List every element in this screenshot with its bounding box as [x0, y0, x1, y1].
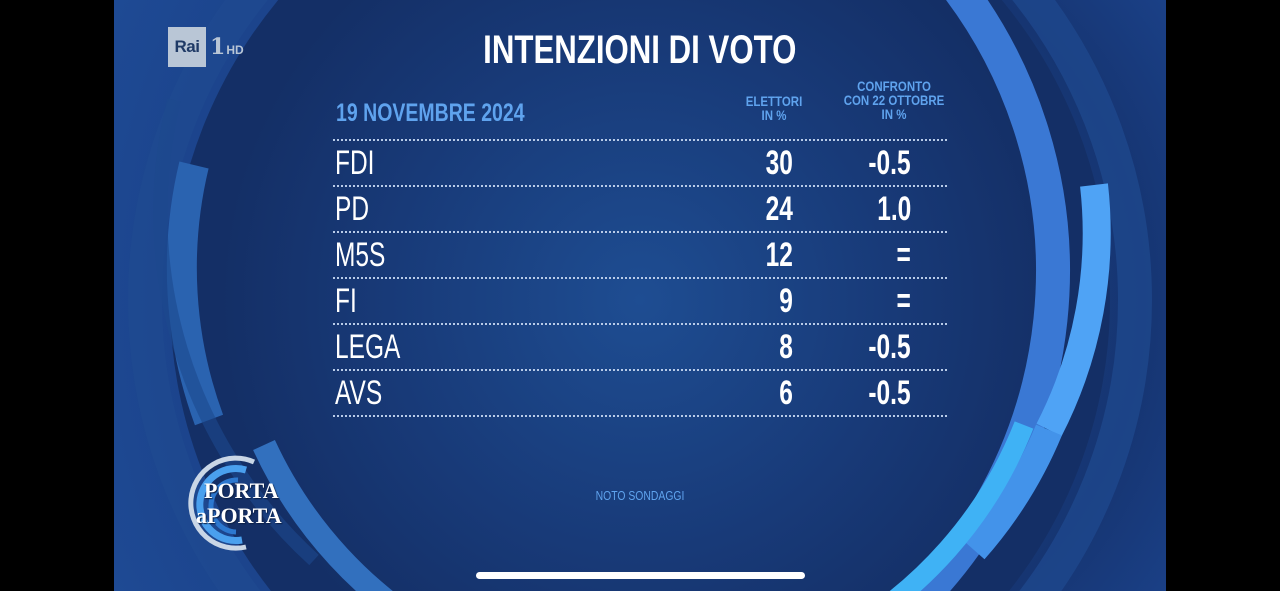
tv-frame: Rai 1 HD INTENZIONI DI VOTO 19 NOVEMBRE … [114, 0, 1166, 591]
party-change: 1.0 [876, 190, 911, 228]
table-row: PD 24 1.0 [333, 185, 947, 231]
party-name: FI [335, 282, 357, 320]
column-header-comparison: CONFRONTO CON 22 OTTOBRE IN % [843, 78, 945, 122]
logo-line-1: PORTA [204, 478, 279, 503]
party-change: -0.5 [868, 374, 911, 412]
channel-number: 1 [210, 34, 226, 60]
party-name: PD [335, 190, 370, 228]
party-change: = [896, 282, 911, 320]
party-percent: 30 [765, 144, 793, 182]
party-name: M5S [335, 236, 386, 274]
party-percent: 12 [765, 236, 793, 274]
rai1-hd-logo: Rai 1 HD [168, 27, 244, 67]
party-change: -0.5 [868, 144, 911, 182]
graphic-title: INTENZIONI DI VOTO [483, 28, 797, 72]
poll-source: NOTO SONDAGGI [595, 488, 685, 503]
party-percent: 8 [779, 328, 793, 366]
party-name: FDI [335, 144, 375, 182]
party-percent: 9 [779, 282, 793, 320]
party-name: AVS [335, 374, 383, 412]
column-header-percent: ELETTORI IN % [745, 93, 803, 123]
rai-logo-box: Rai [168, 27, 206, 67]
poll-date: 19 NOVEMBRE 2024 [336, 99, 525, 127]
party-name: LEGA [335, 328, 401, 366]
hd-badge: HD [226, 43, 244, 57]
party-change: = [896, 236, 911, 274]
table-row: FDI 30 -0.5 [333, 139, 947, 185]
home-indicator-bar[interactable] [476, 572, 805, 579]
table-row: M5S 12 = [333, 231, 947, 277]
logo-line-2: aPORTA [196, 503, 282, 528]
table-row: AVS 6 -0.5 [333, 369, 947, 417]
party-change: -0.5 [868, 328, 911, 366]
table-row: FI 9 = [333, 277, 947, 323]
porta-a-porta-logo: PORTA aPORTA [166, 452, 306, 552]
background-rings [128, 0, 1152, 591]
poll-table: FDI 30 -0.5 PD 24 1.0 M5S 12 = FI 9 = LE… [333, 139, 947, 417]
party-percent: 24 [765, 190, 793, 228]
table-row: LEGA 8 -0.5 [333, 323, 947, 369]
logo-arcs-icon [188, 455, 256, 551]
party-percent: 6 [779, 374, 793, 412]
